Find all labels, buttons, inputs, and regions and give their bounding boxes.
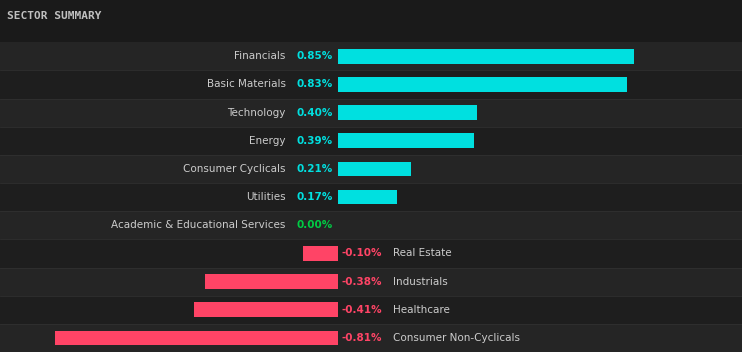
FancyBboxPatch shape [0, 324, 742, 352]
Text: 0.17%: 0.17% [296, 192, 332, 202]
FancyBboxPatch shape [0, 127, 742, 155]
Text: -0.41%: -0.41% [341, 305, 382, 315]
Text: Healthcare: Healthcare [393, 305, 450, 315]
FancyBboxPatch shape [0, 155, 742, 183]
FancyBboxPatch shape [194, 302, 338, 317]
Text: 0.00%: 0.00% [296, 220, 332, 230]
Text: Academic & Educational Services: Academic & Educational Services [111, 220, 286, 230]
Text: Consumer Non-Cyclicals: Consumer Non-Cyclicals [393, 333, 520, 343]
Text: Industrials: Industrials [393, 277, 448, 287]
FancyBboxPatch shape [338, 105, 477, 120]
FancyBboxPatch shape [0, 99, 742, 127]
Text: -0.38%: -0.38% [341, 277, 382, 287]
FancyBboxPatch shape [0, 268, 742, 296]
FancyBboxPatch shape [338, 162, 411, 176]
Text: 0.83%: 0.83% [296, 80, 332, 89]
FancyBboxPatch shape [338, 190, 397, 205]
Text: 0.40%: 0.40% [296, 108, 332, 118]
Text: SECTOR SUMMARY: SECTOR SUMMARY [7, 11, 102, 20]
FancyBboxPatch shape [0, 211, 742, 239]
FancyBboxPatch shape [0, 70, 742, 99]
Text: -0.81%: -0.81% [341, 333, 382, 343]
Text: Real Estate: Real Estate [393, 249, 452, 258]
FancyBboxPatch shape [0, 183, 742, 211]
FancyBboxPatch shape [0, 239, 742, 268]
FancyBboxPatch shape [0, 42, 742, 70]
Text: Utilities: Utilities [246, 192, 286, 202]
Text: Energy: Energy [249, 136, 286, 146]
Text: 0.39%: 0.39% [296, 136, 332, 146]
Text: Technology: Technology [227, 108, 286, 118]
Text: Financials: Financials [234, 51, 286, 61]
Text: -0.10%: -0.10% [341, 249, 382, 258]
FancyBboxPatch shape [0, 296, 742, 324]
Text: 0.85%: 0.85% [296, 51, 332, 61]
FancyBboxPatch shape [55, 331, 338, 345]
FancyBboxPatch shape [338, 133, 474, 148]
Text: Consumer Cyclicals: Consumer Cyclicals [183, 164, 286, 174]
FancyBboxPatch shape [338, 77, 628, 92]
FancyBboxPatch shape [205, 274, 338, 289]
Text: Basic Materials: Basic Materials [207, 80, 286, 89]
Text: 0.21%: 0.21% [296, 164, 332, 174]
FancyBboxPatch shape [303, 246, 338, 261]
FancyBboxPatch shape [338, 49, 634, 64]
